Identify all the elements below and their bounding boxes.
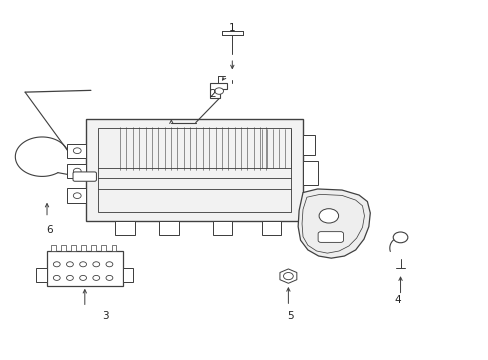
Circle shape (106, 275, 113, 280)
Bar (67, 164, 86, 178)
Text: 5: 5 (287, 311, 294, 321)
Polygon shape (298, 189, 369, 258)
Bar (47, 251, 122, 286)
Bar (98, 128, 290, 212)
Circle shape (80, 275, 86, 280)
Circle shape (80, 262, 86, 267)
Bar (111, 245, 116, 251)
Text: 3: 3 (102, 311, 109, 321)
Circle shape (53, 275, 60, 280)
Bar (91, 245, 96, 251)
Bar (67, 189, 86, 203)
Polygon shape (210, 83, 227, 98)
Text: 1: 1 (228, 23, 235, 33)
Circle shape (106, 262, 113, 267)
Polygon shape (279, 269, 296, 283)
Bar (101, 245, 106, 251)
Circle shape (93, 262, 100, 267)
Circle shape (73, 148, 81, 154)
Text: 6: 6 (46, 225, 53, 235)
Bar (67, 144, 86, 158)
Circle shape (66, 275, 73, 280)
Circle shape (93, 275, 100, 280)
FancyBboxPatch shape (73, 172, 96, 181)
Circle shape (66, 262, 73, 267)
FancyBboxPatch shape (318, 231, 343, 242)
Bar (71, 245, 76, 251)
Bar (261, 221, 281, 235)
Text: 4: 4 (394, 295, 401, 305)
Circle shape (392, 232, 407, 243)
Circle shape (283, 273, 293, 280)
Bar (36, 268, 47, 282)
Text: 2: 2 (209, 89, 216, 99)
Circle shape (73, 168, 81, 174)
Bar (81, 245, 85, 251)
Circle shape (214, 88, 223, 94)
Bar (115, 221, 135, 235)
Bar (51, 245, 56, 251)
Bar (303, 161, 317, 185)
Bar (61, 245, 65, 251)
Circle shape (319, 209, 338, 223)
Circle shape (53, 262, 60, 267)
Bar (86, 119, 303, 221)
Bar (303, 135, 315, 155)
Bar (159, 221, 178, 235)
Circle shape (73, 193, 81, 199)
Bar (212, 221, 232, 235)
Bar (122, 268, 133, 282)
